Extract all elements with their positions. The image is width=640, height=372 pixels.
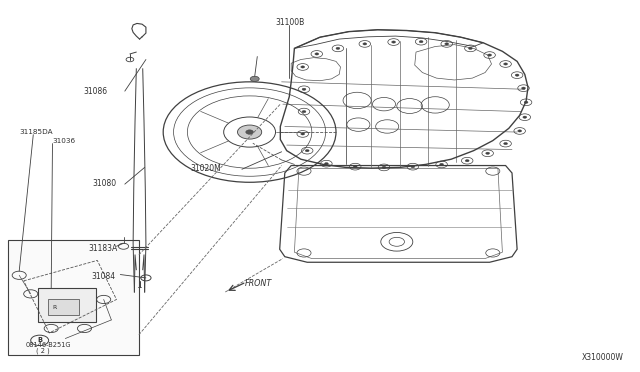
Circle shape — [382, 166, 386, 169]
Circle shape — [305, 150, 309, 152]
Bar — [38, 288, 96, 322]
Bar — [48, 299, 79, 315]
Text: R: R — [52, 305, 56, 310]
Text: B: B — [37, 337, 42, 343]
Text: 31100B: 31100B — [275, 18, 305, 27]
Text: FRONT: FRONT — [244, 279, 272, 288]
Text: 31185DA: 31185DA — [19, 129, 53, 135]
Circle shape — [246, 130, 253, 134]
Circle shape — [353, 166, 357, 168]
Circle shape — [488, 54, 492, 56]
Circle shape — [465, 160, 469, 162]
Circle shape — [515, 74, 519, 76]
Text: 31183A: 31183A — [88, 244, 118, 253]
Circle shape — [392, 41, 396, 43]
Circle shape — [250, 76, 259, 81]
Text: 31080: 31080 — [93, 179, 117, 187]
Text: X310000W: X310000W — [582, 353, 624, 362]
Circle shape — [523, 116, 527, 118]
Circle shape — [445, 43, 449, 45]
Circle shape — [486, 152, 490, 154]
Circle shape — [237, 125, 262, 139]
Circle shape — [504, 63, 508, 65]
Circle shape — [518, 130, 522, 132]
Circle shape — [302, 88, 306, 90]
Circle shape — [363, 43, 367, 45]
Circle shape — [419, 41, 423, 43]
Text: 31036: 31036 — [52, 138, 76, 144]
Circle shape — [504, 142, 508, 145]
Circle shape — [524, 101, 528, 103]
Text: 31084: 31084 — [92, 272, 116, 280]
Circle shape — [468, 47, 472, 49]
Text: 31020M: 31020M — [191, 164, 221, 173]
Circle shape — [440, 163, 444, 166]
Text: 31086: 31086 — [83, 87, 108, 96]
Circle shape — [301, 133, 305, 135]
Circle shape — [522, 87, 525, 89]
Circle shape — [302, 110, 306, 113]
Circle shape — [411, 166, 415, 168]
Circle shape — [315, 53, 319, 55]
Circle shape — [324, 163, 328, 165]
Bar — [8, 240, 139, 355]
Circle shape — [301, 66, 305, 68]
Circle shape — [336, 47, 340, 49]
Text: ( 2 ): ( 2 ) — [36, 347, 50, 354]
Text: 08146-B251G: 08146-B251G — [26, 342, 71, 348]
